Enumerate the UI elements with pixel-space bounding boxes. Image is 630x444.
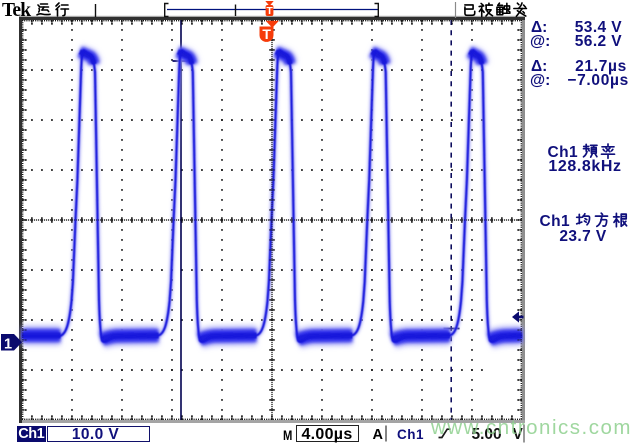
svg-text:1: 1 [4, 336, 12, 352]
svg-text:T: T [262, 26, 271, 42]
svg-text:T: T [266, 5, 273, 17]
